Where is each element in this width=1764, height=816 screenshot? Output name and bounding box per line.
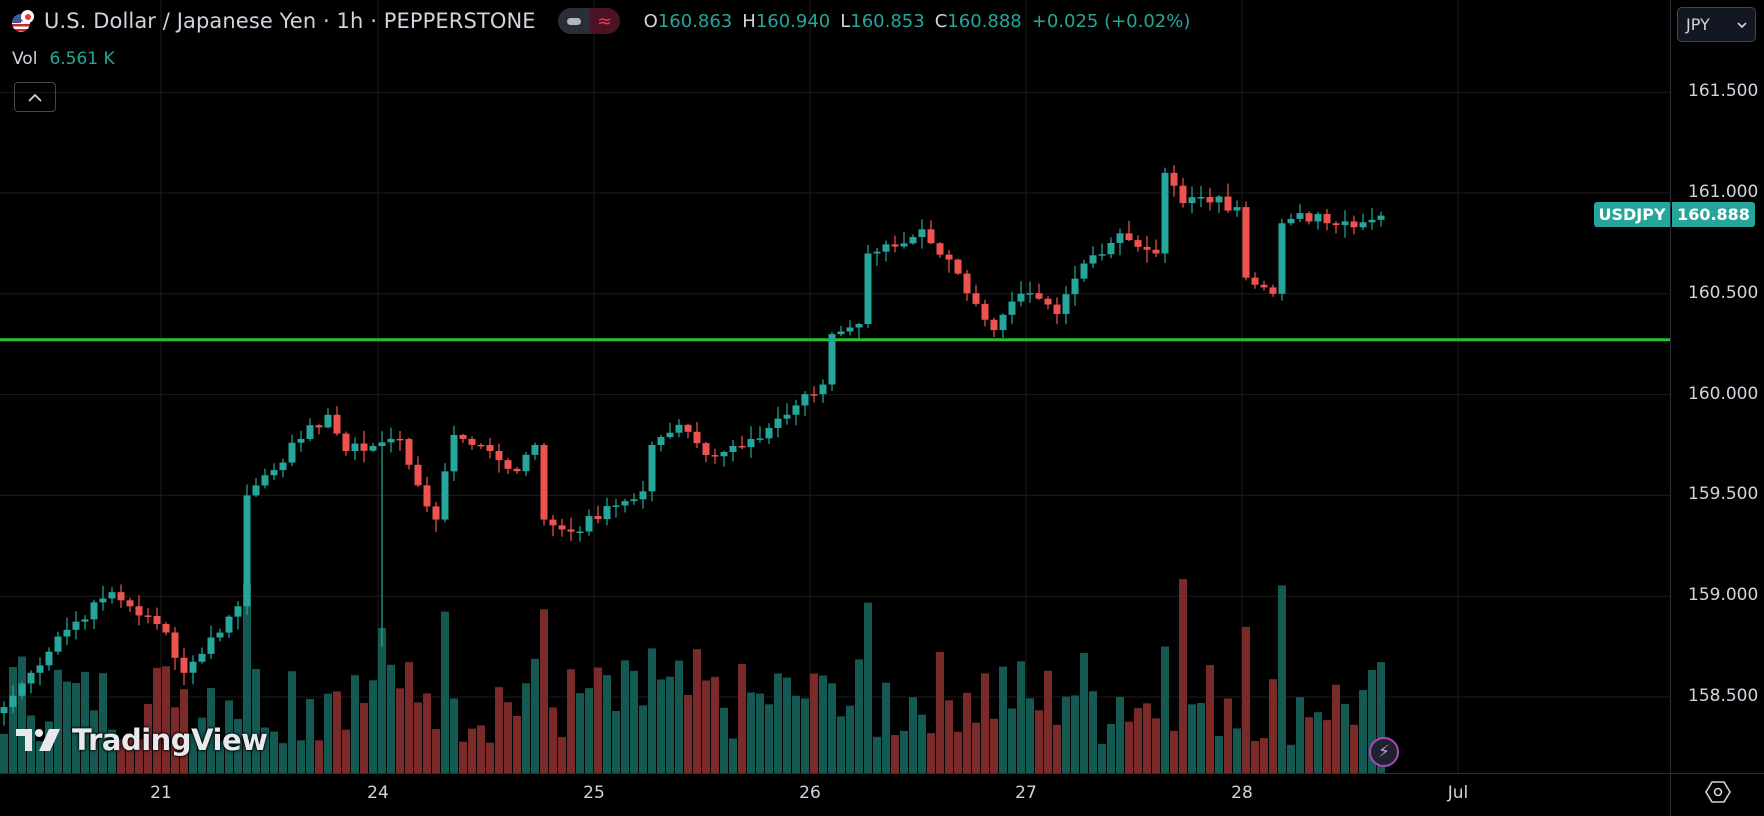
- time-tick-label: 27: [1015, 783, 1037, 803]
- close-label: C: [934, 10, 948, 32]
- time-tick-label: 28: [1231, 783, 1253, 803]
- price-tick-label: 159.500: [1688, 484, 1759, 505]
- high-label: H: [742, 10, 756, 32]
- time-tick-label: 24: [367, 783, 389, 803]
- tradingview-wordmark: TradingView: [72, 723, 268, 757]
- price-tick-label: 160.000: [1688, 383, 1759, 404]
- volume-label[interactable]: Vol: [12, 49, 38, 69]
- open-label: O: [643, 10, 658, 32]
- tradingview-logo-icon: [16, 729, 60, 751]
- lightning-icon[interactable]: ⚡: [1369, 737, 1399, 767]
- time-tick-label: 26: [799, 783, 821, 803]
- tradingview-watermark[interactable]: TradingView: [16, 723, 268, 757]
- collapse-legend-button[interactable]: [14, 82, 56, 112]
- price-tick-label: 161.000: [1688, 182, 1759, 202]
- last-price-value: 160.888: [1672, 202, 1755, 227]
- low-label: L: [840, 10, 851, 32]
- time-tick-label: Jul: [1447, 783, 1469, 803]
- close-value: 160.888: [947, 10, 1022, 32]
- change-value: +0.025 (+0.02%): [1031, 10, 1191, 32]
- ohlc-values: O160.863 H160.940 L160.853 C160.888 +0.0…: [644, 11, 1191, 32]
- approx-icon[interactable]: ≈: [589, 8, 620, 34]
- currency-value: JPY: [1686, 15, 1710, 34]
- indicator-toggle[interactable]: ≈: [557, 8, 620, 34]
- volume-legend: Vol 6.561 K: [12, 49, 115, 69]
- chevron-up-icon: [28, 93, 42, 102]
- price-tick-label: 161.500: [1688, 81, 1759, 102]
- symbol-legend: U.S. Dollar / Japanese Yen · 1h · PEPPER…: [12, 8, 1190, 34]
- high-value: 160.940: [755, 10, 831, 32]
- price-tick-label: 160.500: [1688, 282, 1759, 303]
- price-tick-label: 159.000: [1688, 585, 1759, 606]
- volume-value: 6.561 K: [49, 49, 115, 69]
- price-tick-label: 158.500: [1688, 686, 1759, 706]
- usd-jpy-flag-icon: [12, 10, 34, 32]
- chevron-down-icon: [1737, 21, 1747, 28]
- last-price-symbol: USDJPY: [1594, 202, 1670, 227]
- time-tick-label: 25: [583, 783, 605, 803]
- settings-gear-icon[interactable]: [1705, 779, 1731, 805]
- currency-select[interactable]: JPY: [1677, 7, 1756, 42]
- time-tick-label: 21: [150, 783, 172, 803]
- symbol-title[interactable]: U.S. Dollar / Japanese Yen · 1h · PEPPER…: [44, 9, 536, 33]
- market-status-icon[interactable]: [557, 8, 590, 34]
- low-value: 160.853: [850, 10, 925, 32]
- open-value: 160.863: [657, 10, 733, 32]
